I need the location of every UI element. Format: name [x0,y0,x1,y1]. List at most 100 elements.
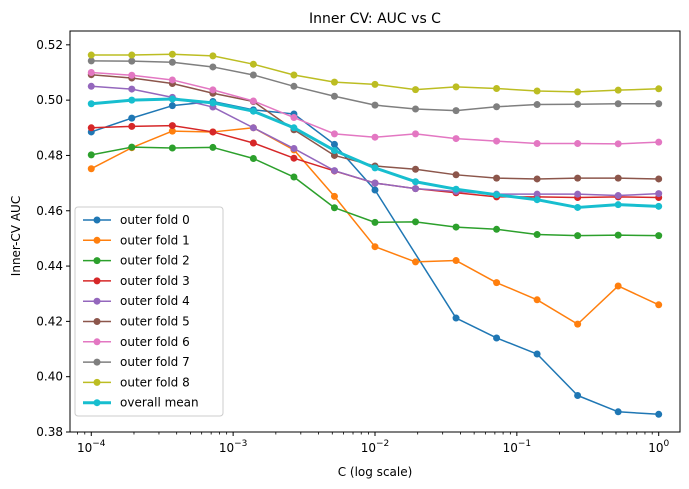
data-point [452,257,460,265]
data-point [574,88,582,96]
legend-marker [93,399,101,407]
data-point [655,301,663,309]
legend-label: overall mean [120,396,199,410]
data-point [209,143,217,151]
data-point [249,154,257,162]
data-point [290,173,298,181]
series-outer-fold-2 [87,143,663,240]
data-point [614,201,622,209]
y-tick-label: 0.52 [36,38,63,52]
data-point [371,243,379,251]
data-point [412,105,420,113]
series-outer-fold-8 [87,50,663,96]
data-point [412,258,420,266]
data-point [493,103,501,111]
data-point [290,71,298,79]
data-point [330,146,338,154]
data-point [533,296,541,304]
data-point [249,60,257,68]
data-point [574,320,582,328]
data-point [128,143,136,151]
y-axis-label: Inner-CV AUC [9,196,23,276]
data-point [655,175,663,183]
data-point [168,127,176,135]
data-point [614,140,622,148]
data-point [290,124,298,132]
data-point [87,124,95,132]
data-point [493,85,501,93]
y-tick-label: 0.42 [36,314,63,328]
legend-marker [93,338,101,346]
legend-label: outer fold 6 [120,335,190,349]
legend-marker [93,297,101,305]
data-point [614,231,622,239]
data-point [168,102,176,110]
data-point [371,80,379,88]
legend: outer fold 0 outer fold 1 outer fold 2 oute… [74,206,224,417]
legend-entry: outer fold 5 [83,315,190,329]
data-point [655,138,663,146]
legend-entry: outer fold 8 [83,375,190,389]
data-point [290,145,298,153]
data-point [614,192,622,200]
legend-entry: overall mean [83,396,199,410]
data-point [249,71,257,79]
data-point [87,100,95,108]
data-point [128,96,136,104]
x-tick-label: 10−4 [77,439,106,455]
data-point [209,52,217,60]
data-point [452,171,460,179]
data-point [168,50,176,58]
data-point [493,334,501,342]
legend-entry: outer fold 3 [83,274,190,288]
axis-ticks: 0.38 0.40 0.42 0.44 0.46 0.48 0.50 0.52 10−4 10−3… [36,38,669,455]
y-tick-label: 0.48 [36,148,63,162]
data-point [209,99,217,107]
data-point [574,190,582,198]
data-point [655,100,663,108]
data-point [168,95,176,103]
data-point [452,223,460,231]
data-point [168,122,176,130]
data-point [452,107,460,115]
series-outer-fold-6 [87,68,663,148]
data-point [614,100,622,108]
data-point [87,51,95,59]
data-point [614,282,622,290]
legend-marker [93,378,101,386]
legend-label: outer fold 0 [120,213,190,227]
data-point [412,130,420,138]
data-point [330,78,338,86]
legend-label: outer fold 5 [120,315,190,329]
data-point [412,218,420,226]
data-point [452,83,460,91]
data-point [412,86,420,94]
plot-area [87,50,663,418]
data-point [209,86,217,94]
data-point [330,130,338,138]
data-point [452,314,460,322]
data-point [371,186,379,194]
y-tick-label: 0.50 [36,93,63,107]
data-point [574,140,582,148]
data-point [330,92,338,100]
data-point [128,114,136,122]
legend-label: outer fold 4 [120,294,190,308]
legend-label: outer fold 3 [120,274,190,288]
data-point [493,279,501,287]
data-point [574,232,582,240]
legend-entry: outer fold 4 [83,294,190,308]
data-point [493,191,501,199]
legend-entry: outer fold 0 [83,213,190,227]
legend-entry: outer fold 7 [83,355,190,369]
data-point [128,122,136,130]
legend-marker [93,277,101,285]
data-point [614,408,622,416]
data-point [249,139,257,147]
data-point [290,114,298,122]
data-point [330,192,338,200]
legend-label: outer fold 1 [120,233,190,247]
data-point [168,144,176,152]
legend-entry: outer fold 1 [83,233,190,247]
